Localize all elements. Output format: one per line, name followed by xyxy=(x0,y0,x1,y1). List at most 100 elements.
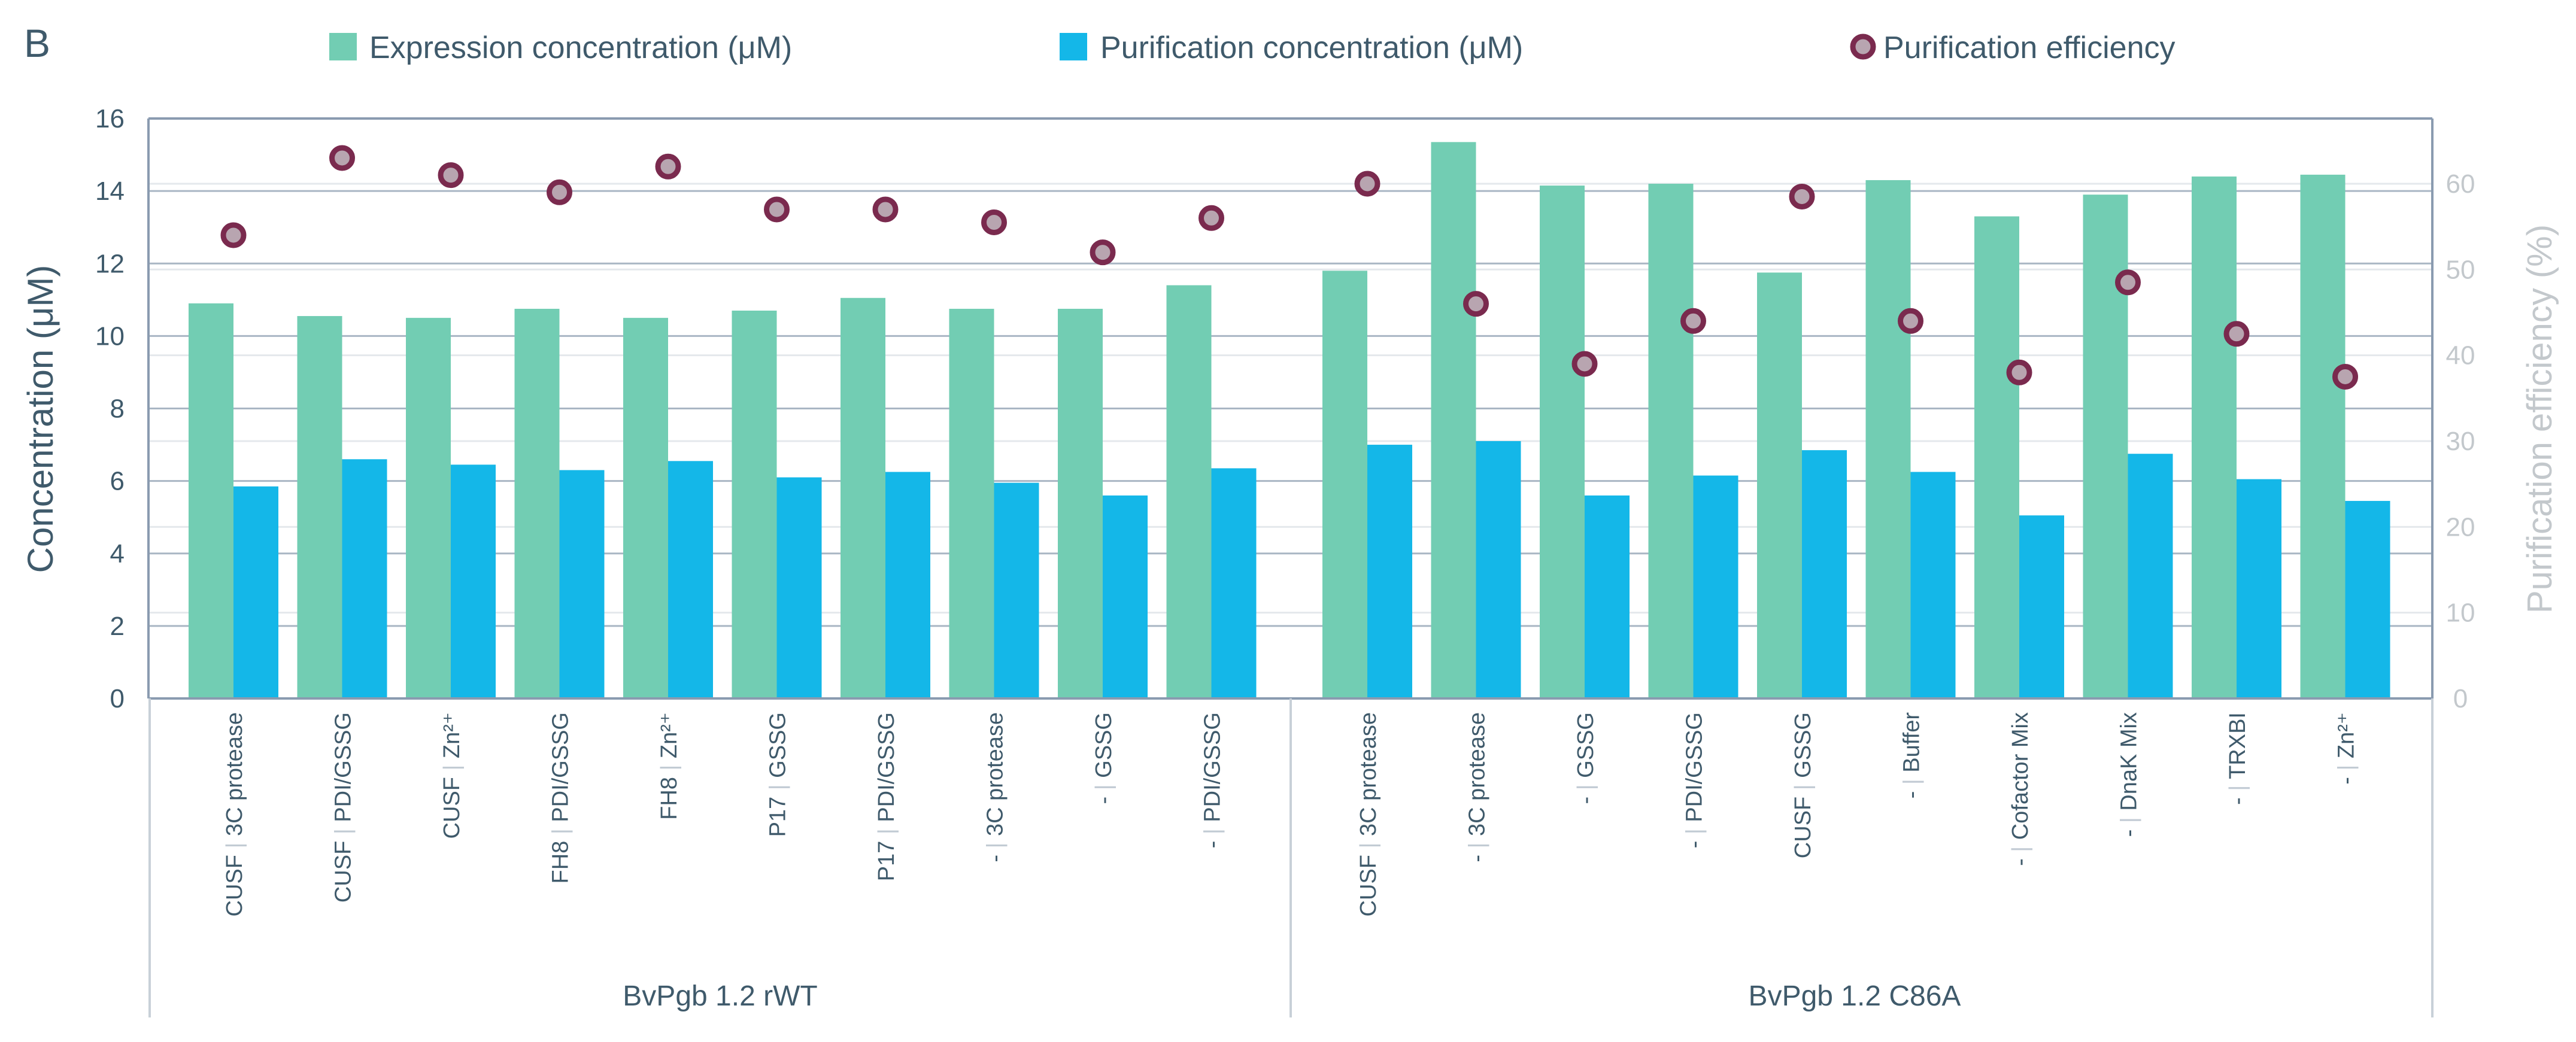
efficiency-marker xyxy=(1199,205,1224,231)
efficiency-marker xyxy=(1463,291,1489,317)
y-tick-label: 12 xyxy=(95,249,125,278)
panel-label: B xyxy=(24,21,50,65)
legend: Expression concentration (μM) Purificati… xyxy=(329,31,2176,65)
category-label: CUSF | 3C protease xyxy=(1356,712,1381,916)
efficiency-markers xyxy=(220,145,2358,390)
bar-expression xyxy=(732,310,777,698)
legend-swatch-purification xyxy=(1060,33,1087,60)
category-labels: CUSF | 3C protease CUSF | PDI/GSSG CUSF | … xyxy=(222,712,2359,917)
y2-tick-label: 30 xyxy=(2446,427,2475,456)
bar-purification xyxy=(1802,450,1847,698)
category-label: FH8 | PDI/GSSG xyxy=(548,712,574,884)
y-tick-label: 6 xyxy=(110,467,125,496)
bar-expression xyxy=(841,297,885,698)
legend-marker-efficiency xyxy=(1850,34,1876,60)
bar-expression xyxy=(1431,142,1476,699)
category-label: P17 | PDI/GSSG xyxy=(874,712,899,881)
category-label: - | 3C protease xyxy=(983,712,1008,862)
bar-expression xyxy=(514,308,560,698)
efficiency-marker xyxy=(220,222,247,248)
efficiency-marker xyxy=(547,179,572,205)
efficiency-marker xyxy=(872,196,899,223)
bar-purification xyxy=(1103,495,1148,698)
group-label: BvPgb 1.2 rWT xyxy=(623,980,817,1012)
bar-expression xyxy=(1322,271,1367,698)
efficiency-marker xyxy=(2332,363,2358,390)
efficiency-marker xyxy=(1680,308,1706,334)
y2-tick-label: 20 xyxy=(2446,512,2475,542)
bar-expression xyxy=(1540,186,1585,698)
y-tick-label: 16 xyxy=(95,104,125,133)
bar-purification xyxy=(1585,495,1630,698)
category-label: - | DnaK Mix xyxy=(2117,712,2142,837)
bar-purification xyxy=(1476,441,1521,698)
bar-expression xyxy=(1648,184,1694,698)
efficiency-marker xyxy=(2006,359,2032,385)
bar-expression xyxy=(1166,285,1212,698)
right-axis-ticks: 0 10 20 30 40 50 60 xyxy=(2446,169,2475,713)
category-label: - | PDI/GSSG xyxy=(1682,712,1707,848)
bar-expression xyxy=(2192,176,2237,698)
y2-tick-label: 60 xyxy=(2446,169,2475,199)
efficiency-marker xyxy=(1571,351,1598,377)
bar-purification xyxy=(1910,472,1956,698)
y2-axis-label: Purification efficiency (%) xyxy=(2520,224,2559,613)
efficiency-marker xyxy=(2223,321,2250,347)
legend-label-expression: Expression concentration (μM) xyxy=(369,31,792,65)
left-axis-ticks: 0 2 4 6 8 10 12 14 16 xyxy=(95,104,125,713)
category-label: - | GSSG xyxy=(1573,712,1598,804)
bar-expression xyxy=(189,303,233,698)
efficiency-marker xyxy=(1789,183,1815,209)
bar-purification xyxy=(668,461,713,698)
bar-expression xyxy=(297,316,342,698)
y-tick-label: 4 xyxy=(110,539,125,569)
efficiency-marker xyxy=(655,153,681,180)
category-label: - | Zn²⁺ xyxy=(2334,712,2359,785)
category-label: CUSF | PDI/GSSG xyxy=(331,712,356,903)
category-label: - | GSSG xyxy=(1091,712,1116,804)
bar-expression xyxy=(949,308,994,698)
y-tick-label: 14 xyxy=(95,177,125,206)
legend-label-purification: Purification concentration (μM) xyxy=(1100,31,1523,65)
bar-purification xyxy=(233,486,278,698)
category-label: - | Cofactor Mix xyxy=(2008,712,2033,866)
efficiency-marker xyxy=(1090,239,1116,266)
y2-tick-label: 40 xyxy=(2446,341,2475,370)
category-label: - | 3C protease xyxy=(1465,712,1490,862)
category-label: CUSF | 3C protease xyxy=(222,712,247,916)
y-axis-label: Concentration (μM) xyxy=(20,265,60,573)
bar-expression xyxy=(406,318,451,698)
bar-purification xyxy=(2019,515,2064,698)
y2-tick-label: 0 xyxy=(2453,684,2468,713)
bar-expression xyxy=(1865,180,1911,698)
efficiency-marker xyxy=(2115,269,2141,296)
efficiency-marker xyxy=(438,162,464,189)
bar-purification xyxy=(2345,500,2390,698)
expression-bars xyxy=(189,142,2346,699)
bar-purification xyxy=(2237,479,2281,698)
bar-expression xyxy=(623,318,668,698)
y2-tick-label: 10 xyxy=(2446,599,2475,628)
bar-purification xyxy=(2128,454,2173,698)
bar-expression xyxy=(1058,308,1103,698)
efficiency-marker xyxy=(329,145,355,171)
bar-expression xyxy=(2083,195,2128,698)
category-label: - | Buffer xyxy=(1900,712,1925,799)
purification-bars xyxy=(233,441,2390,698)
bar-expression xyxy=(2300,174,2346,698)
y-tick-label: 8 xyxy=(110,394,125,424)
efficiency-marker xyxy=(1898,308,1923,334)
bar-purification xyxy=(1211,468,1257,698)
bar-purification xyxy=(1367,445,1412,698)
legend-label-efficiency: Purification efficiency xyxy=(1883,31,2176,65)
bar-expression xyxy=(1757,272,1802,698)
efficiency-marker xyxy=(1354,171,1380,197)
category-label: - | TRXBI xyxy=(2225,712,2250,805)
category-label: CUSF | GSSG xyxy=(1791,712,1816,858)
y-tick-label: 0 xyxy=(110,684,125,713)
category-label: P17 | GSSG xyxy=(766,712,791,837)
bar-purification xyxy=(559,470,605,698)
group-labels: BvPgb 1.2 rWT BvPgb 1.2 C86A xyxy=(623,980,1961,1012)
efficiency-marker xyxy=(764,196,790,223)
